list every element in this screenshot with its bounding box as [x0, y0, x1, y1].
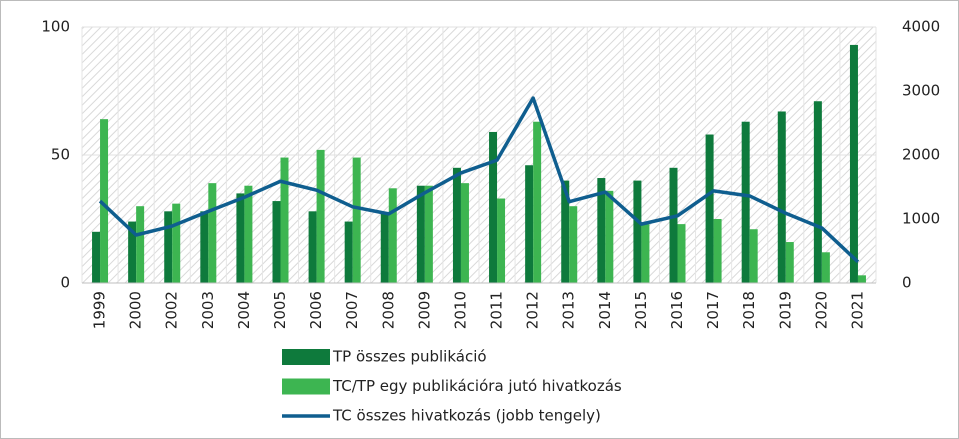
x-tick-label: 2011	[488, 291, 506, 329]
bar	[272, 201, 281, 283]
bar	[857, 275, 866, 283]
bar	[677, 224, 686, 283]
x-tick-label: 2015	[632, 291, 650, 329]
bar	[352, 157, 361, 283]
line-series	[98, 96, 860, 264]
bar	[785, 242, 794, 283]
bar	[100, 119, 109, 283]
bar	[128, 221, 137, 283]
bar	[569, 206, 578, 283]
y2-tick-label: 1000	[902, 210, 940, 228]
x-tick-label: 2013	[560, 291, 578, 329]
x-tick-label: 2014	[596, 291, 614, 329]
bar	[633, 180, 642, 283]
bar	[136, 206, 145, 283]
x-tick-label: 2002	[163, 291, 181, 329]
bar	[561, 180, 570, 283]
x-tick-label: 2008	[379, 291, 397, 329]
bar	[605, 190, 614, 283]
y-tick-label: 0	[60, 274, 70, 292]
x-tick-label: 2017	[704, 291, 722, 329]
y2-tick-label: 2000	[902, 146, 940, 164]
x-tick-label: 2003	[199, 291, 217, 329]
legend-label: TC összes hivatkozás (jobb tengely)	[332, 407, 601, 425]
legend-swatch	[282, 349, 330, 365]
bar	[92, 231, 101, 283]
bar	[741, 121, 750, 283]
bar	[200, 211, 209, 283]
bar	[244, 185, 253, 283]
bar	[713, 219, 722, 283]
bar	[525, 165, 534, 283]
bar	[489, 131, 498, 283]
bar	[452, 167, 461, 283]
bar	[749, 229, 758, 283]
legend-label: TC/TP egy publikációra jutó hivatkozás	[332, 377, 622, 395]
bar	[849, 44, 858, 283]
bar	[597, 178, 606, 283]
bar	[821, 252, 830, 283]
x-tick-label: 2012	[524, 291, 542, 329]
bar	[316, 149, 325, 283]
x-tick-label: 2004	[235, 291, 253, 329]
x-tick-label: 2007	[343, 291, 361, 329]
bar	[705, 134, 714, 283]
x-tick-label: 2000	[127, 291, 145, 329]
bar	[308, 211, 317, 283]
x-tick-label: 2018	[740, 291, 758, 329]
bar	[380, 213, 389, 283]
bar	[416, 185, 425, 283]
bar	[344, 221, 353, 283]
bar	[208, 183, 217, 283]
bar	[669, 167, 678, 283]
y-tick-label: 100	[41, 18, 70, 36]
bar	[813, 101, 822, 284]
bar	[164, 211, 173, 283]
x-tick-label: 2019	[776, 291, 794, 329]
bar	[777, 111, 786, 283]
y-tick-label: 50	[51, 146, 70, 164]
x-tick-label: 2005	[271, 291, 289, 329]
bar	[172, 203, 181, 283]
legend-label: TP összes publikáció	[332, 348, 487, 366]
bar	[533, 121, 542, 283]
x-tick-label: 1999	[91, 291, 109, 329]
x-tick-label: 2006	[307, 291, 325, 329]
legend-swatch	[282, 378, 330, 395]
bar	[280, 157, 289, 283]
bar	[641, 224, 650, 283]
y2-tick-label: 0	[902, 274, 912, 292]
bar	[236, 193, 245, 283]
bar	[460, 183, 469, 283]
bar	[424, 185, 433, 283]
bar	[388, 188, 397, 283]
x-tick-label: 2021	[848, 291, 866, 329]
x-tick-label: 2020	[812, 291, 830, 329]
y2-tick-label: 4000	[902, 18, 940, 36]
x-tick-label: 2010	[451, 291, 469, 329]
x-tick-label: 2009	[415, 291, 433, 329]
y2-tick-label: 3000	[902, 82, 940, 100]
bar	[497, 198, 506, 283]
x-tick-label: 2016	[668, 291, 686, 329]
